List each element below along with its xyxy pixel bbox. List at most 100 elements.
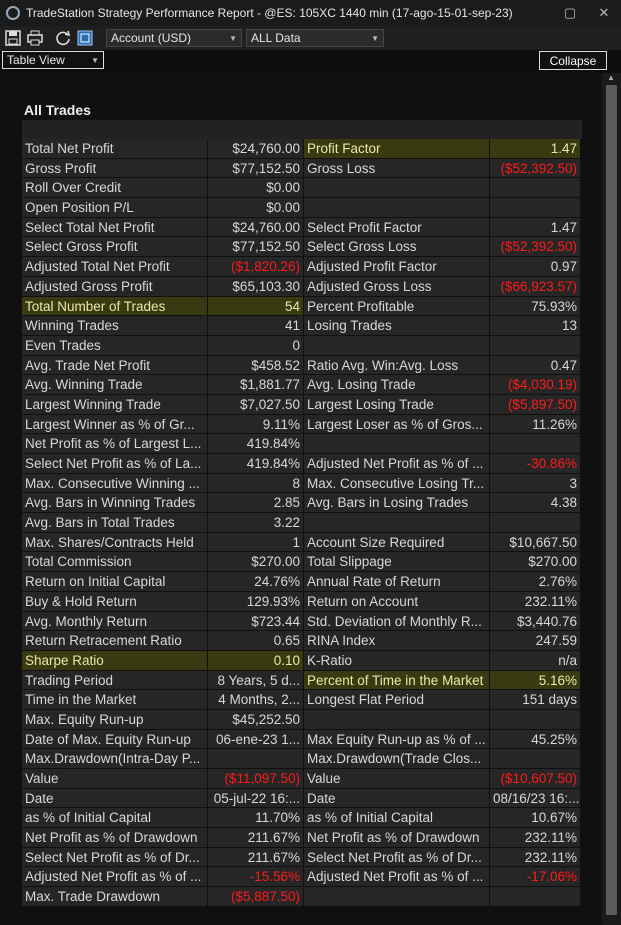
vertical-scrollbar[interactable]: ▲ bbox=[602, 73, 621, 925]
section-title: All Trades bbox=[24, 102, 91, 118]
metric-label: Profit Factor bbox=[304, 139, 489, 158]
refresh-icon[interactable] bbox=[54, 29, 72, 47]
report-content: All Trades Total Net Profit $24,760.00 Pro… bbox=[0, 73, 621, 925]
metric-value: $1,881.77 bbox=[208, 375, 303, 394]
table-row: Time in the Market 4 Months, 2... Longest … bbox=[22, 690, 582, 710]
metric-label: Return on Initial Capital bbox=[22, 572, 207, 591]
metric-label: Avg. Trade Net Profit bbox=[22, 355, 207, 375]
close-button[interactable]: ✕ bbox=[598, 5, 610, 20]
metric-value: 45.25% bbox=[490, 729, 580, 749]
table-row: Buy & Hold Return 129.93% Return on Accoun… bbox=[22, 591, 582, 612]
table-row: Avg. Bars in Winning Trades 2.85 Avg. Bars… bbox=[22, 493, 582, 513]
metric-label: Adjusted Net Profit as % of ... bbox=[304, 867, 489, 887]
metric-label bbox=[304, 887, 489, 906]
app-logo-icon bbox=[6, 6, 20, 20]
metric-label: Select Profit Factor bbox=[304, 217, 489, 237]
table-row: Adjusted Total Net Profit ($1,820.26) Adju… bbox=[22, 257, 582, 277]
scroll-up-icon[interactable]: ▲ bbox=[607, 73, 615, 82]
table-row: Select Net Profit as % of La... 419.84% Ad… bbox=[22, 454, 582, 474]
metric-label: Date bbox=[22, 788, 207, 808]
metric-value: ($66,923.57) bbox=[490, 276, 580, 296]
metric-value: 13 bbox=[490, 316, 580, 335]
metric-value: 05-jul-22 16:... bbox=[208, 788, 303, 808]
metric-value: ($52,392.50) bbox=[490, 237, 580, 257]
metric-label: Max. Trade Drawdown bbox=[22, 887, 207, 906]
metric-value: 232.11% bbox=[490, 591, 580, 611]
all-trades-table: All Trades Total Net Profit $24,760.00 Pro… bbox=[22, 100, 582, 907]
print-icon[interactable] bbox=[26, 29, 44, 47]
metric-label: Annual Rate of Return bbox=[304, 572, 489, 591]
metric-label bbox=[304, 198, 489, 217]
metric-value: 9.11% bbox=[208, 414, 303, 434]
account-currency-select[interactable]: Account (USD) ▼ bbox=[106, 29, 242, 47]
metric-label: Value bbox=[304, 769, 489, 788]
metrics-rows: Total Net Profit $24,760.00 Profit Factor 1… bbox=[22, 139, 582, 907]
metric-value: $10,667.50 bbox=[490, 532, 580, 552]
metric-value: $3,440.76 bbox=[490, 611, 580, 631]
metric-label: Roll Over Credit bbox=[22, 178, 207, 198]
metric-value: 11.70% bbox=[208, 808, 303, 828]
metric-label bbox=[304, 513, 489, 532]
table-row: as % of Initial Capital 11.70% as % of Ini… bbox=[22, 808, 582, 828]
metric-label: Date bbox=[304, 788, 489, 808]
table-row: Date of Max. Equity Run-up 06-ene-23 1...… bbox=[22, 729, 582, 750]
metric-value: 2.85 bbox=[208, 493, 303, 513]
table-row: Sharpe Ratio 0.10 K-Ratio n/a bbox=[22, 650, 582, 671]
metric-label: RINA Index bbox=[304, 631, 489, 650]
title-bar: TradeStation Strategy Performance Report… bbox=[0, 0, 621, 26]
view-bar: Table View ▼ Collapse bbox=[0, 50, 621, 72]
table-row: Max. Consecutive Winning ... 8 Max. Consec… bbox=[22, 473, 582, 494]
metric-value bbox=[490, 434, 580, 453]
collapse-button[interactable]: Collapse bbox=[539, 51, 607, 70]
table-row: Open Position P/L $0.00 bbox=[22, 198, 582, 218]
account-currency-value: Account (USD) bbox=[111, 31, 192, 45]
metric-value: 419.84% bbox=[208, 454, 303, 473]
metric-label: Largest Winner as % of Gr... bbox=[22, 414, 207, 434]
metric-label: Longest Flat Period bbox=[304, 690, 489, 709]
metric-value: $270.00 bbox=[490, 552, 580, 572]
metric-label: Adjusted Net Profit as % of ... bbox=[304, 454, 489, 473]
metric-label: Winning Trades bbox=[22, 316, 207, 335]
view-mode-select[interactable]: Table View ▼ bbox=[2, 51, 104, 69]
metric-label: Net Profit as % of Drawdown bbox=[22, 828, 207, 847]
table-row: Return on Initial Capital 24.76% Annual Ra… bbox=[22, 572, 582, 592]
table-row: Max. Shares/Contracts Held 1 Account Size … bbox=[22, 532, 582, 553]
metric-label: Adjusted Gross Profit bbox=[22, 276, 207, 296]
metric-value: $65,103.30 bbox=[208, 276, 303, 296]
metric-value: $458.52 bbox=[208, 355, 303, 375]
view-mode-value: Table View bbox=[7, 53, 65, 67]
data-range-select[interactable]: ALL Data ▼ bbox=[246, 29, 384, 47]
metric-label: Std. Deviation of Monthly R... bbox=[304, 611, 489, 631]
metric-label: Avg. Losing Trade bbox=[304, 375, 489, 394]
metric-value: ($52,392.50) bbox=[490, 158, 580, 178]
export-icon[interactable] bbox=[76, 29, 94, 47]
metric-label: Trading Period bbox=[22, 670, 207, 690]
maximize-button[interactable]: ▢ bbox=[563, 5, 577, 20]
table-row: Largest Winning Trade $7,027.50 Largest Lo… bbox=[22, 394, 582, 415]
metric-value: 419.84% bbox=[208, 434, 303, 453]
metric-value: 1.47 bbox=[490, 139, 580, 158]
metric-value: 1 bbox=[208, 532, 303, 552]
metric-label: Max Equity Run-up as % of ... bbox=[304, 729, 489, 749]
metric-label: Percent Profitable bbox=[304, 296, 489, 316]
metric-value: $7,027.50 bbox=[208, 394, 303, 414]
table-row: Trading Period 8 Years, 5 d... Percent of … bbox=[22, 670, 582, 691]
table-row: Return Retracement Ratio 0.65 RINA Index 24… bbox=[22, 631, 582, 651]
metric-value: ($4,030.19) bbox=[490, 375, 580, 394]
metric-value bbox=[490, 198, 580, 217]
metric-label: Losing Trades bbox=[304, 316, 489, 335]
metric-label: Max. Consecutive Losing Tr... bbox=[304, 473, 489, 493]
metric-value: 3 bbox=[490, 473, 580, 493]
scrollbar-thumb[interactable] bbox=[606, 85, 617, 915]
save-icon[interactable] bbox=[4, 29, 22, 47]
metric-label: Total Slippage bbox=[304, 552, 489, 572]
metric-label: Max. Equity Run-up bbox=[22, 709, 207, 729]
table-row: Value ($11,097.50) Value ($10,607.50) bbox=[22, 769, 582, 789]
toolbar: Account (USD) ▼ ALL Data ▼ bbox=[0, 26, 621, 50]
metric-value bbox=[490, 709, 580, 729]
metric-value: 3.22 bbox=[208, 513, 303, 532]
metric-label: Return Retracement Ratio bbox=[22, 631, 207, 650]
metric-label: Select Net Profit as % of La... bbox=[22, 454, 207, 473]
window-title: TradeStation Strategy Performance Report… bbox=[26, 6, 513, 20]
table-row: Avg. Winning Trade $1,881.77 Avg. Losing T… bbox=[22, 375, 582, 395]
